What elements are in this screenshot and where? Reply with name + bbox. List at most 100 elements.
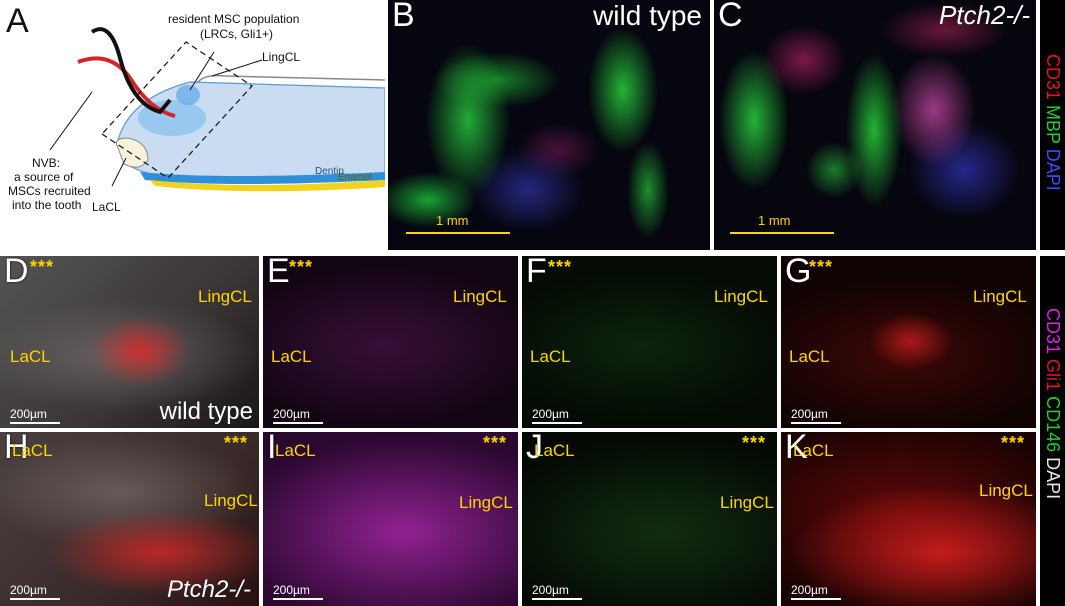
- panel-f-scale-label: 200µm: [532, 407, 569, 421]
- lingcl-pointer: [211, 59, 263, 77]
- panel-f-stars: ***: [548, 257, 573, 277]
- legend-top: CD31 MBP DAPI: [1040, 0, 1065, 250]
- enamel-label: Enamel: [338, 172, 372, 183]
- nvb-label-2: a source of: [14, 170, 74, 184]
- panel-i-image: I *** LaCL LingCL 200µm: [263, 432, 518, 606]
- panel-d-lingcl: LingCL: [198, 287, 252, 306]
- panel-g-lacl: LaCL: [789, 347, 830, 366]
- panel-j-stars: ***: [742, 433, 767, 453]
- panel-g-lingcl: LingCL: [973, 287, 1027, 306]
- panel-d-image: D *** LingCL LaCL wild type 200µm: [0, 256, 259, 428]
- legend-bottom: CD31 Gli1 CD146 DAPI: [1040, 256, 1065, 606]
- panel-j-lacl: LaCL: [534, 441, 575, 460]
- panel-g-scalebar: [791, 422, 841, 424]
- nvb-label-4: into the tooth: [12, 198, 82, 212]
- panel-e-lacl: LaCL: [271, 347, 312, 366]
- panel-label-h: H: [4, 432, 29, 466]
- panel-c-image: C Ptch2-/- 1 mm: [714, 0, 1036, 250]
- msc-population-label: resident MSC population: [168, 12, 300, 26]
- panel-h-stars: ***: [224, 433, 249, 453]
- panel-e-scale-label: 200µm: [273, 407, 310, 421]
- panel-h-image: H *** LaCL LingCL Ptch2-/- 200µm: [0, 432, 259, 606]
- panel-h-condition: Ptch2-/-: [166, 576, 251, 603]
- panel-k-lacl: LaCL: [793, 441, 834, 460]
- panel-j-image: J *** LaCL LingCL 200µm: [522, 432, 777, 606]
- enamel-layer: [150, 180, 385, 192]
- panel-b-image: B wild type 1 mm: [388, 0, 710, 250]
- panel-k-lingcl: LingCL: [979, 481, 1033, 500]
- panel-j-scalebar: [532, 598, 582, 600]
- panel-h-scale-label: 200µm: [10, 583, 47, 597]
- panel-e-lingcl: LingCL: [453, 287, 507, 306]
- panel-label-a: A: [6, 2, 29, 40]
- panel-k-scalebar: [791, 598, 841, 600]
- lacl-pointer: [111, 157, 127, 187]
- panel-k-stars: ***: [1001, 433, 1026, 453]
- panel-h-lingcl: LingCL: [204, 491, 258, 510]
- panel-label-b: B: [392, 0, 415, 34]
- panel-j-lingcl: LingCL: [720, 493, 774, 512]
- panel-i-lingcl: LingCL: [459, 493, 513, 512]
- legend-bottom-gli1: Gli1: [1043, 359, 1063, 392]
- msc-niche-core: [176, 85, 200, 105]
- panel-label-k: K: [785, 432, 808, 466]
- panel-d-lacl: LaCL: [10, 347, 51, 366]
- panel-label-g: G: [785, 256, 812, 290]
- panel-f-lacl: LaCL: [530, 347, 571, 366]
- legend-top-dapi: DAPI: [1043, 148, 1063, 191]
- panel-b-scalebar: [406, 232, 510, 234]
- dentin-layer: [140, 172, 385, 184]
- nvb-black-vessel: [90, 27, 172, 115]
- panel-h-lacl: LaCL: [12, 441, 53, 460]
- nvb-label-1: NVB:: [32, 156, 61, 170]
- panel-c-scale-label: 1 mm: [758, 213, 791, 228]
- lingcl-shape: [197, 74, 385, 83]
- panel-d-scalebar: [10, 422, 60, 424]
- panel-i-scale-label: 200µm: [273, 583, 310, 597]
- panel-c-scalebar: [730, 232, 834, 234]
- panel-f-image: F *** LingCL LaCL 200µm: [522, 256, 777, 428]
- panel-e-stars: ***: [289, 257, 314, 277]
- panel-d-scale-label: 200µm: [10, 407, 47, 421]
- panel-e-image: E *** LingCL LaCL 200µm: [263, 256, 518, 428]
- msc-pointer: [189, 51, 215, 91]
- panel-d-stars: ***: [30, 257, 55, 277]
- legend-bottom-dapi: DAPI: [1043, 457, 1063, 500]
- panel-h-scalebar: [10, 598, 60, 600]
- panel-i-stars: ***: [483, 433, 508, 453]
- legend-top-cd31: CD31: [1043, 54, 1063, 101]
- legend-top-mbp: MBP: [1043, 105, 1063, 144]
- panel-label-j: J: [526, 432, 543, 466]
- panel-k-image: K *** LaCL LingCL 200µm: [781, 432, 1036, 606]
- msc-sub-label: (LRCs, Gli1+): [200, 27, 274, 41]
- nvb-pointer: [49, 91, 93, 151]
- panel-label-d: D: [4, 256, 29, 290]
- panel-label-i: I: [267, 432, 277, 466]
- panel-g-image: G *** LingCL LaCL 200µm: [781, 256, 1036, 428]
- lacl-label: LaCL: [92, 200, 121, 214]
- panel-c-condition: Ptch2-/-: [938, 0, 1030, 30]
- panel-b-condition: wild type: [593, 0, 702, 31]
- panel-a-schematic: A resident MSC population (LRCs, Gli1+) …: [0, 0, 385, 250]
- panel-b-scale-label: 1 mm: [436, 213, 469, 228]
- panel-label-f: F: [526, 256, 547, 290]
- panel-d-condition: wild type: [159, 398, 253, 425]
- lingcl-label: LingCL: [262, 50, 301, 64]
- panel-label-c: C: [718, 0, 743, 34]
- panel-k-scale-label: 200µm: [791, 583, 828, 597]
- lacl-shape: [115, 137, 149, 168]
- panel-i-scalebar: [273, 598, 323, 600]
- panel-g-stars: ***: [809, 257, 834, 277]
- nvb-label-3: MSCs recruited: [8, 184, 91, 198]
- legend-bottom-cd146: CD146: [1043, 396, 1063, 453]
- panel-g-scale-label: 200µm: [791, 407, 828, 421]
- tooth-diagram: [49, 27, 385, 192]
- panel-label-e: E: [267, 256, 290, 290]
- dentin-label: Dentin: [315, 166, 344, 177]
- dashed-region-box: [101, 41, 253, 179]
- legend-bottom-cd31: CD31: [1043, 308, 1063, 355]
- panel-f-scalebar: [532, 422, 582, 424]
- panel-i-lacl: LaCL: [275, 441, 316, 460]
- panel-f-lingcl: LingCL: [714, 287, 768, 306]
- panel-e-scalebar: [273, 422, 323, 424]
